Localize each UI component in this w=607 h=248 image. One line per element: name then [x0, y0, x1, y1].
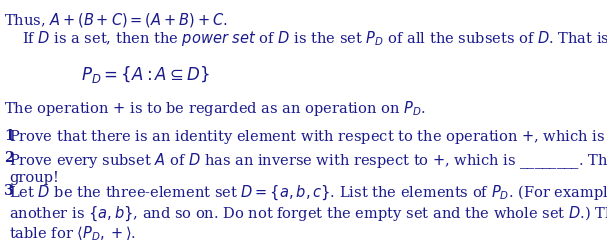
Text: 2: 2	[4, 151, 15, 165]
Text: group!: group!	[10, 171, 59, 185]
Text: table for $\langle P_D, +\rangle$.: table for $\langle P_D, +\rangle$.	[10, 224, 137, 243]
Text: 1: 1	[4, 128, 15, 143]
Text: The operation $+$ is to be regarded as an operation on $P_D$.: The operation $+$ is to be regarded as a…	[4, 98, 426, 118]
Text: Prove every subset $A$ of $D$ has an inverse with respect to $+$, which is _____: Prove every subset $A$ of $D$ has an inv…	[10, 151, 607, 171]
Text: If $D$ is a set, then the $\it{power\ set}$ of $D$ is the set $P_D$ of all the s: If $D$ is a set, then the $\it{power\ se…	[22, 29, 607, 48]
Text: another is $\{a, b\}$, and so on. Do not forget the empty set and the whole set : another is $\{a, b\}$, and so on. Do not…	[10, 204, 607, 222]
Text: Thus, $A + (B + C) = (A + B) + C.$: Thus, $A + (B + C) = (A + B) + C.$	[4, 11, 228, 29]
Text: Let $D$ be the three-element set $D = \{a, b, c\}$. List the elements of $P_D$. : Let $D$ be the three-element set $D = \{…	[10, 184, 607, 202]
Text: $P_D = \{A: A \subseteq D\}$: $P_D = \{A: A \subseteq D\}$	[81, 64, 211, 85]
Text: 3: 3	[4, 184, 15, 198]
Text: Prove that there is an identity element with respect to the operation $+$, which: Prove that there is an identity element …	[10, 128, 607, 147]
